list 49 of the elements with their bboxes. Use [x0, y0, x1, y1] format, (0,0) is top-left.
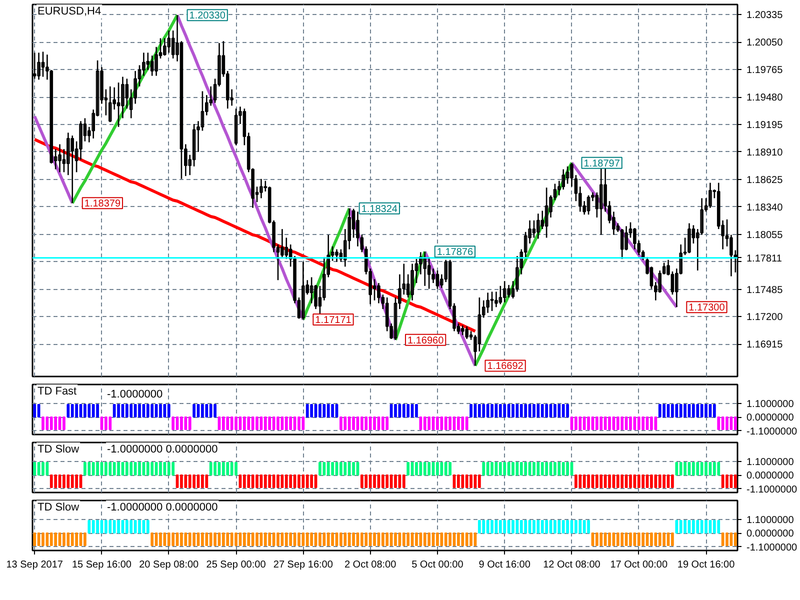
chart-title: TD Slow: [38, 502, 80, 514]
annotation: 1.18324: [361, 204, 398, 215]
x-tick-label: 13 Sep 2017: [6, 560, 64, 570]
annotation: -1.0000000 0.0000000: [107, 444, 218, 456]
annotation: 1.17300: [688, 302, 726, 314]
x-tick-label: 19 Oct 16:00: [677, 560, 736, 570]
x-tick-label: 25 Sep 00:00: [206, 560, 266, 570]
y-tick-label: 1.18340: [746, 202, 784, 214]
y-tick-label: 1.20050: [746, 38, 784, 49]
annotation: 1.16692: [487, 361, 524, 372]
y-tick-label: 0.0000000: [746, 470, 794, 482]
annotation: 1.17876: [436, 247, 474, 258]
y-tick-label: -1.1000000: [746, 542, 798, 554]
y-tick-label: 1.18055: [746, 230, 784, 241]
x-tick-label: 20 Sep 08:00: [139, 560, 200, 570]
x-tick-label: 15 Sep 16:00: [72, 560, 132, 570]
x-tick-label: 12 Oct 08:00: [543, 560, 601, 570]
annotation: 1.20330: [189, 10, 226, 22]
y-tick-label: 1.17200: [746, 312, 784, 324]
annotation: 1.18379: [84, 198, 121, 210]
chart-title: TD Slow: [38, 444, 80, 456]
x-tick-label: 17 Oct 00:00: [610, 560, 668, 570]
annotation: 1.16960: [407, 335, 444, 346]
chart-title: EURUSD,H4: [38, 6, 102, 18]
y-tick-label: 1.19480: [746, 92, 784, 104]
x-tick-label: 9 Oct 16:00: [478, 560, 531, 570]
x-tick-label: 2 Oct 08:00: [344, 560, 397, 570]
y-tick-label: -1.1000000: [746, 426, 798, 438]
y-tick-label: 1.1000000: [746, 514, 794, 526]
y-tick-label: -1.1000000: [746, 484, 798, 496]
annotation: -1.0000000: [107, 388, 163, 400]
y-tick-label: 1.18910: [746, 147, 784, 158]
x-tick-label: 27 Sep 16:00: [273, 560, 334, 570]
x-tick-label: 5 Oct 00:00: [412, 560, 464, 570]
y-tick-label: 1.19195: [746, 120, 784, 131]
chart-title: TD Fast: [38, 386, 77, 398]
annotation: -1.0000000 0.0000000: [107, 502, 218, 514]
annotation: 1.18797: [584, 158, 620, 170]
y-tick-label: 1.19765: [746, 65, 784, 76]
ref-line-label: 1.17811: [746, 253, 782, 264]
annotation: 1.17171: [315, 315, 352, 326]
y-tick-label: 1.1000000: [746, 456, 794, 468]
y-tick-label: 0.0000000: [746, 528, 794, 540]
y-tick-label: 1.16915: [746, 340, 784, 351]
y-tick-label: 1.1000000: [746, 398, 794, 410]
y-tick-label: 1.18625: [746, 174, 784, 186]
y-tick-label: 1.17485: [746, 284, 784, 296]
y-tick-label: 0.0000000: [746, 412, 794, 424]
y-tick-label: 1.20335: [746, 10, 784, 22]
